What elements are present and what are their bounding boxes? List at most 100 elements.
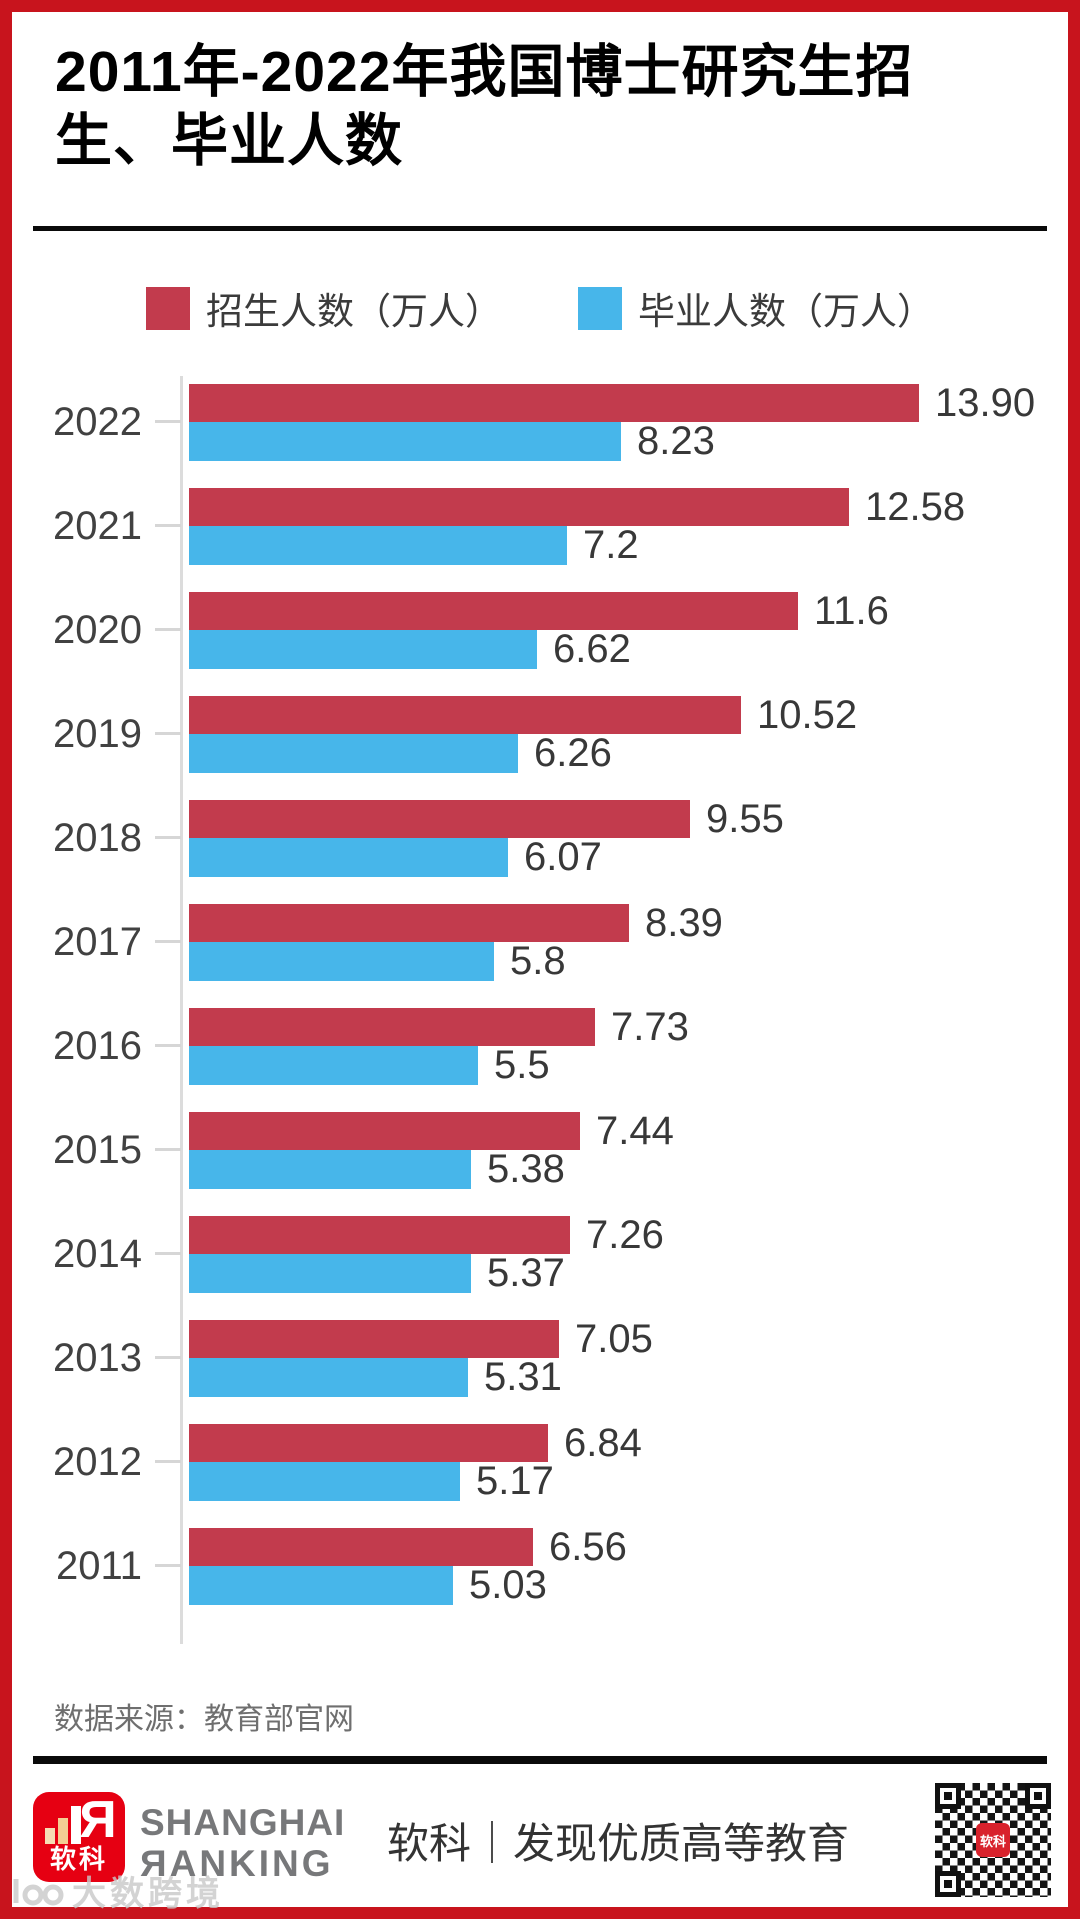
graduation-bar — [189, 1254, 471, 1293]
y-axis-line — [180, 376, 183, 1644]
enrollment-bar — [189, 592, 798, 630]
enrollment-value: 13.90 — [935, 380, 1036, 425]
graduation-bar — [189, 942, 494, 981]
legend-item-graduation: 毕业人数（万人） — [578, 281, 934, 335]
qr-finder-icon — [935, 1871, 961, 1897]
enrollment-bar — [189, 1320, 559, 1358]
graduation-swatch — [578, 286, 622, 330]
page-title-line2: 生、毕业人数 — [55, 109, 403, 173]
watermark: 大数跨境 — [6, 1866, 224, 1915]
enrollment-value: 10.52 — [757, 692, 858, 737]
page-title: 2011年-2022年我国博士研究生招 生、毕业人数 — [55, 38, 1050, 176]
axis-tick-icon — [155, 628, 181, 631]
year-label: 2021 — [53, 504, 142, 548]
year-label: 2019 — [53, 712, 142, 756]
enrollment-bar — [189, 1424, 548, 1462]
chart-row: 2015 7.44 5.38 — [0, 1108, 1080, 1192]
chart-row: 2020 11.6 6.62 — [0, 588, 1080, 672]
enrollment-bar — [189, 1528, 533, 1566]
enrollment-value: 7.44 — [596, 1108, 674, 1153]
graduation-value: 5.5 — [494, 1043, 550, 1087]
graduation-value: 7.2 — [583, 523, 639, 567]
enrollment-value: 7.73 — [611, 1004, 689, 1049]
enrollment-bar — [189, 488, 849, 526]
enrollment-value: 11.6 — [814, 588, 889, 633]
enrollment-value: 7.05 — [575, 1316, 653, 1361]
legend-item-enrollment: 招生人数（万人） — [146, 281, 502, 335]
enrollment-bar — [189, 800, 690, 838]
graduation-value: 6.62 — [553, 627, 631, 671]
graduation-value: 8.23 — [637, 419, 715, 463]
graduation-bar — [189, 1462, 460, 1501]
enrollment-bar — [189, 1216, 570, 1254]
chart-row: 2012 6.84 5.17 — [0, 1420, 1080, 1504]
data-source-note: 数据来源：教育部官网 — [54, 1703, 354, 1736]
axis-tick-icon — [155, 836, 181, 839]
graduation-value: 5.37 — [487, 1251, 565, 1295]
enrollment-legend-label: 招生人数（万人） — [206, 291, 502, 332]
frame-border-right — [1068, 0, 1080, 1919]
enrollment-bar — [189, 696, 741, 734]
graduation-bar — [189, 422, 621, 461]
enrollment-bar — [189, 1112, 580, 1150]
year-label: 2014 — [53, 1232, 142, 1276]
frame-border-bottom — [0, 1907, 1080, 1919]
graduation-value: 6.07 — [524, 835, 602, 879]
year-label: 2016 — [53, 1024, 142, 1068]
qr-finder-icon — [935, 1783, 961, 1809]
logo-chinese-name: 软科 — [49, 1844, 108, 1874]
year-label: 2013 — [53, 1336, 142, 1380]
chart-row: 2018 9.55 6.07 — [0, 796, 1080, 880]
year-label: 2018 — [53, 816, 142, 860]
year-label: 2015 — [53, 1128, 142, 1172]
graduation-value: 5.03 — [469, 1563, 547, 1607]
axis-tick-icon — [155, 1460, 181, 1463]
graduation-value: 5.17 — [476, 1459, 554, 1503]
graduation-bar — [189, 838, 508, 877]
graduation-legend-label: 毕业人数（万人） — [638, 291, 934, 332]
enrollment-swatch — [146, 286, 190, 330]
watermark-logo-icon — [13, 1878, 64, 1905]
enrollment-bar — [189, 904, 629, 942]
year-label: 2022 — [53, 400, 142, 444]
enrollment-value: 6.56 — [549, 1524, 627, 1569]
footer-tagline: 软科｜发现优质高等教育 — [387, 1820, 850, 1867]
graduation-value: 5.31 — [484, 1355, 562, 1399]
graduation-bar — [189, 734, 518, 773]
chart-row: 2021 12.58 7.2 — [0, 485, 1080, 568]
enrollment-value: 8.39 — [645, 900, 723, 945]
graduation-bar — [189, 630, 537, 669]
watermark-text: 大数跨境 — [72, 1875, 224, 1913]
enrollment-bar — [189, 384, 919, 422]
qr-code: 软科 — [935, 1783, 1051, 1897]
bar-chart: 2022 13.90 8.23 2021 12.58 7.2 2020 11.6 6.62 201… — [0, 376, 1080, 1684]
chart-row: 2011 6.56 5.03 — [0, 1524, 1080, 1608]
chart-row: 2017 8.39 5.8 — [0, 900, 1080, 984]
chart-row: 2016 7.73 5.5 — [0, 1004, 1080, 1088]
shanghairanking-logo: R 软科 — [33, 1791, 125, 1882]
qr-finder-icon — [1025, 1783, 1051, 1809]
graduation-bar — [189, 1358, 468, 1397]
axis-tick-icon — [155, 940, 181, 943]
title-divider — [33, 226, 1047, 231]
axis-tick-icon — [155, 420, 181, 423]
footer-divider — [33, 1756, 1047, 1764]
page-title-line1: 2011年-2022年我国博士研究生招 — [55, 40, 914, 104]
axis-tick-icon — [155, 1564, 181, 1567]
graduation-bar — [189, 1046, 478, 1085]
enrollment-bar — [189, 1008, 595, 1046]
axis-tick-icon — [155, 1148, 181, 1151]
graduation-bar — [189, 526, 567, 565]
year-label: 2020 — [53, 608, 142, 652]
chart-legend: 招生人数（万人） 毕业人数（万人） — [0, 285, 1080, 332]
year-label: 2012 — [53, 1440, 142, 1484]
year-label: 2011 — [55, 1544, 142, 1588]
graduation-bar — [189, 1566, 453, 1605]
chart-row: 2013 7.05 5.31 — [0, 1316, 1080, 1400]
enrollment-value: 9.55 — [706, 796, 784, 841]
graduation-bar — [189, 1150, 471, 1189]
enrollment-value: 6.84 — [564, 1420, 642, 1465]
enrollment-value: 7.26 — [586, 1212, 664, 1257]
brand-shanghai: SHANGHAI — [140, 1802, 346, 1843]
